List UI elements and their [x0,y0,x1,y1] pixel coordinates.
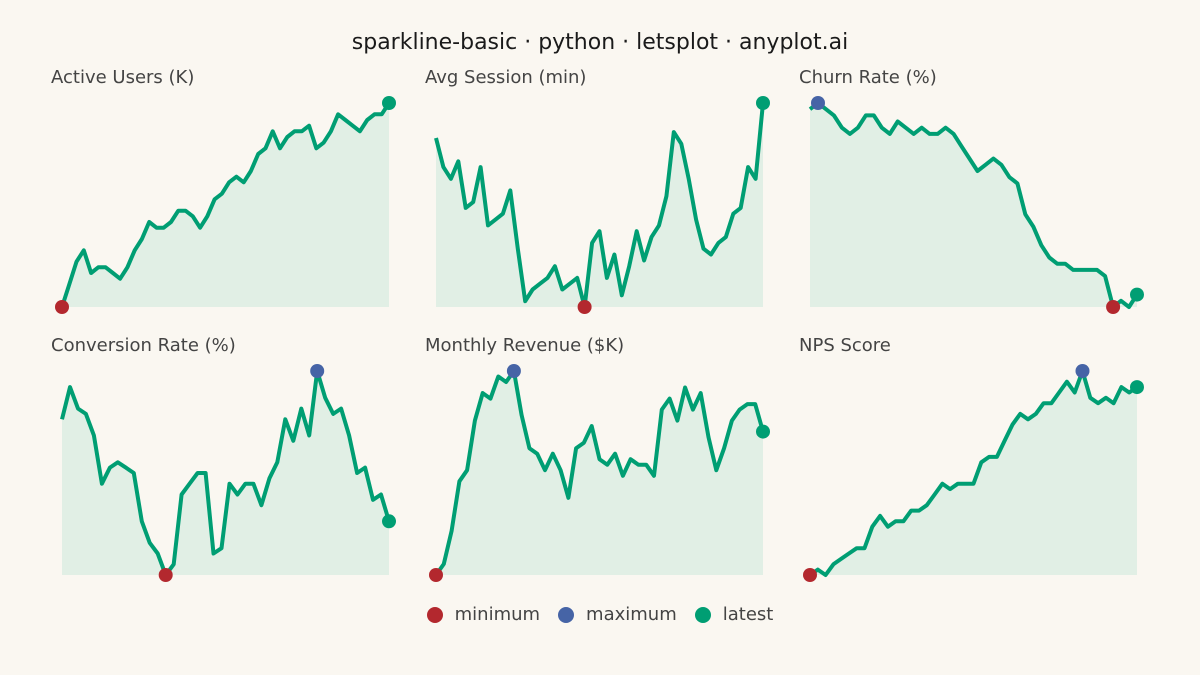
sparkline-area [810,371,1137,575]
sparkline-4 [429,364,770,582]
minimum-marker [803,568,817,582]
legend-label-maximum: maximum [586,604,677,625]
maximum-marker [310,364,325,378]
legend-dot-minimum [426,606,443,623]
sparkline-2 [808,96,1144,314]
panel-title-monthly-revenue: Monthly Revenue ($K) [425,335,625,356]
sparkline-area [62,371,389,575]
page-title: sparkline-basic · python · letsplot · an… [351,30,849,55]
sparkline-line [808,101,1139,309]
maximum-marker [506,364,521,378]
panel-title-nps-score: NPS Score [799,335,891,356]
minimum-marker [577,300,592,314]
legend-dot-maximum [558,606,575,623]
sparkline-area [436,371,763,575]
sparkline-5 [803,364,1144,582]
maximum-marker [1075,364,1090,378]
minimum-marker [1106,300,1121,314]
sparkline-3 [60,364,396,582]
panel-title-churn-rate: Churn Rate (%) [799,67,937,88]
panel-title-avg-session: Avg Session (min) [425,67,587,88]
legend-item-maximum: maximum [558,604,677,625]
latest-marker [756,96,770,110]
sparkline-line [60,101,391,308]
maximum-marker [811,96,825,110]
sparkline-0 [55,96,396,314]
latest-marker [756,424,770,439]
minimum-marker [429,568,443,582]
latest-marker [1130,287,1144,302]
latest-marker [1130,380,1144,395]
legend-label-latest: latest [722,604,774,625]
legend-item-latest: latest [694,604,774,625]
minimum-marker [55,300,69,314]
sparkline-line [434,102,765,309]
sparkline-grid [55,96,1144,582]
latest-marker [382,514,396,529]
legend-dot-latest [694,606,711,623]
sparkline-1 [434,96,770,314]
minimum-marker [158,568,173,582]
legend-label-minimum: minimum [454,604,541,625]
panel-title-conversion-rate: Conversion Rate (%) [51,335,236,356]
sparkline-area [810,103,1137,307]
legend-item-minimum: minimum [426,604,541,625]
sparkline-line [60,369,391,577]
latest-marker [382,96,396,110]
panel-title-active-users: Active Users (K) [51,67,195,88]
sparkline-line [434,369,765,577]
legend: minimum maximum latest [0,604,1200,625]
sparkline-area [62,103,389,307]
